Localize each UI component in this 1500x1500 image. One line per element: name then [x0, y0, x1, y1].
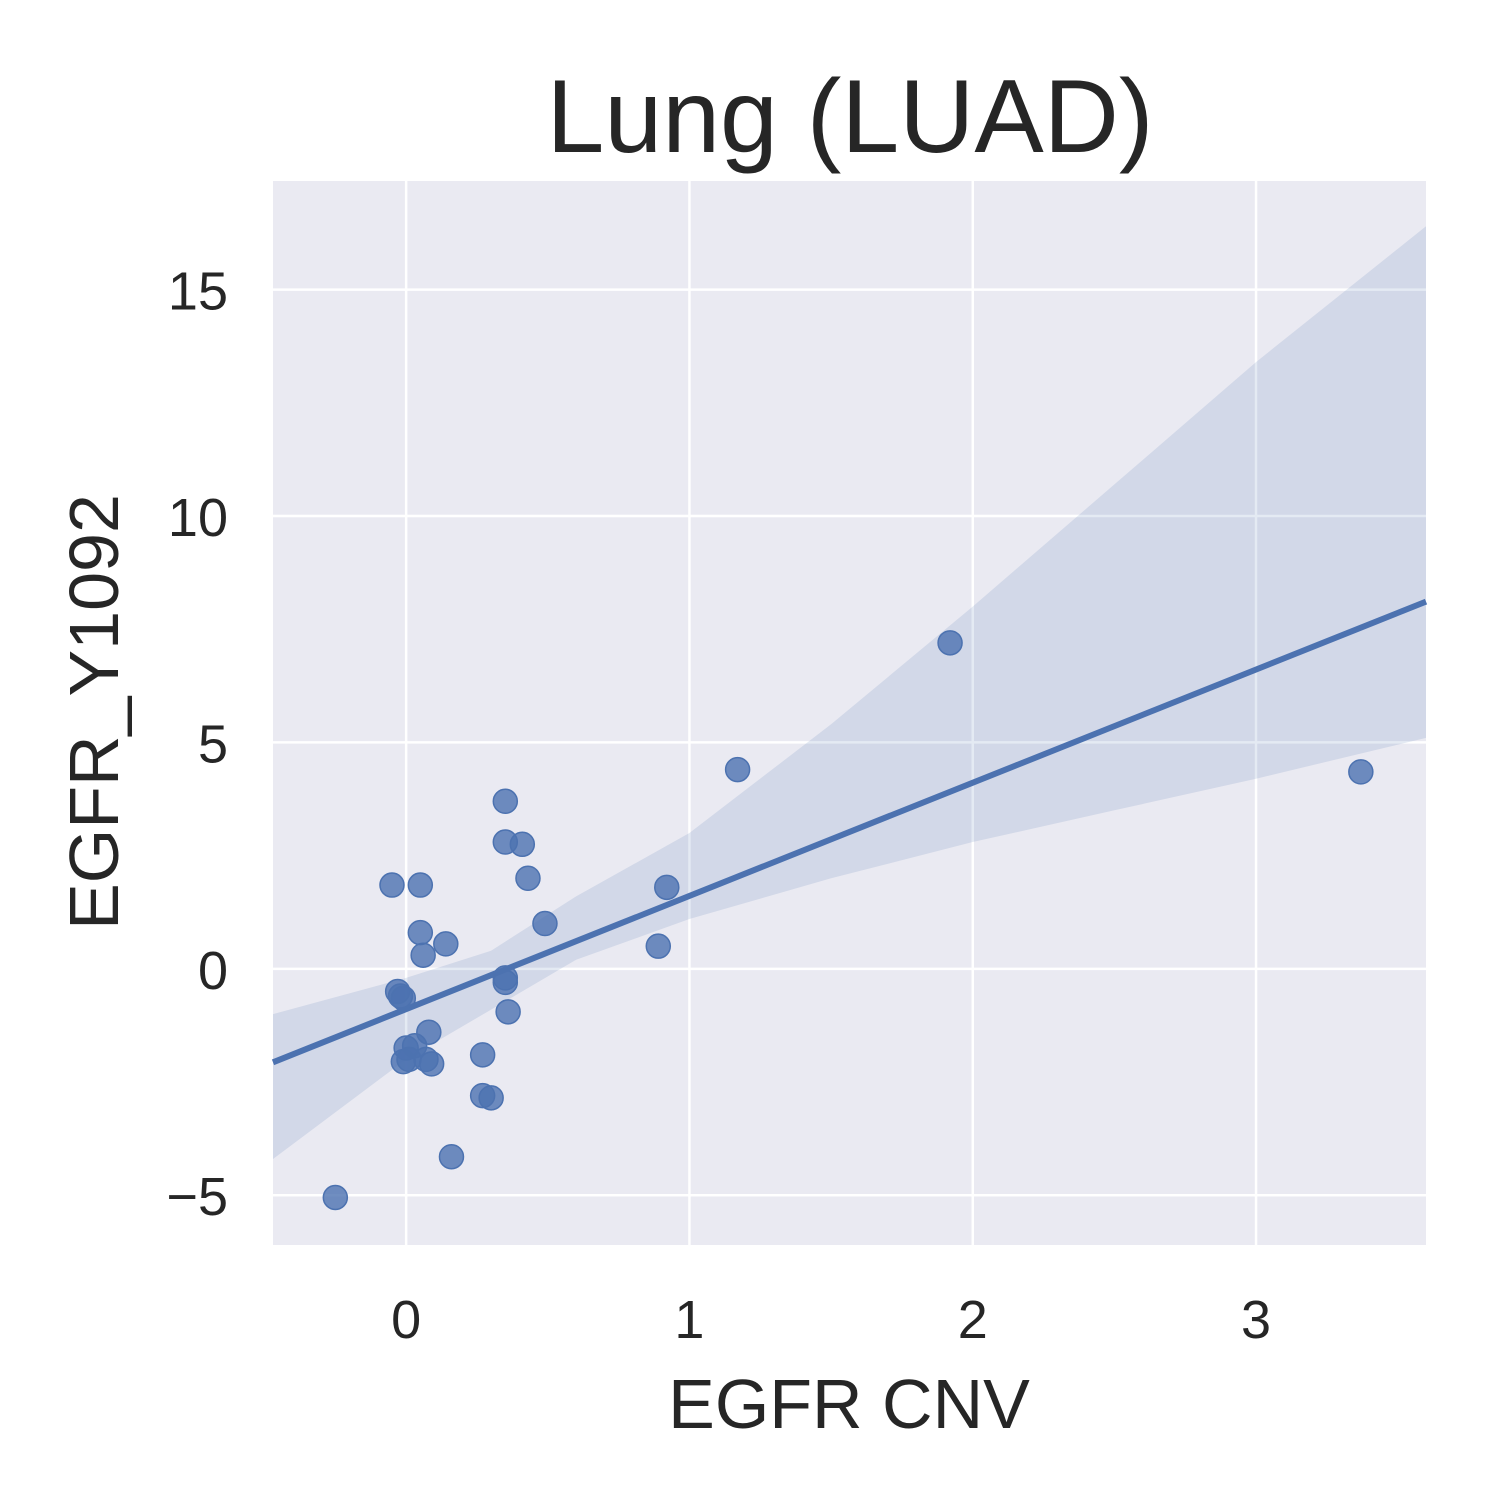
data-point-1 — [379, 872, 405, 898]
y-tick-label-2: 5 — [198, 714, 228, 774]
y-tick-label-3: 10 — [168, 488, 228, 548]
data-point-19 — [478, 1085, 504, 1111]
data-point-32 — [1348, 759, 1374, 785]
chart-title: Lung (LUAD) — [547, 59, 1154, 175]
data-point-29 — [654, 874, 680, 901]
x-tick-label-3: 3 — [1241, 1290, 1271, 1350]
data-point-28 — [645, 933, 672, 959]
x-axis-label: EGFR CNV — [668, 1365, 1030, 1443]
grid-lines — [273, 181, 1426, 1245]
data-point-26 — [515, 865, 541, 892]
x-tick-label-0: 0 — [391, 1290, 421, 1350]
data-point-17 — [469, 1042, 496, 1068]
y-axis-label: EGFR_Y1092 — [55, 494, 133, 930]
y-axis-ticks: −5 0 5 10 15 — [166, 262, 228, 1228]
x-axis-ticks: 0 1 2 3 — [391, 1290, 1271, 1350]
data-point-27 — [532, 910, 558, 937]
data-point-31 — [937, 630, 963, 656]
data-point-22 — [495, 999, 521, 1025]
data-point-0 — [322, 1184, 349, 1211]
data-point-4 — [410, 942, 436, 968]
data-point-30 — [724, 756, 751, 783]
data-point-5 — [433, 931, 459, 957]
data-point-15 — [418, 1051, 445, 1077]
data-point-2 — [407, 872, 434, 898]
data-point-8 — [390, 985, 417, 1011]
x-tick-label-2: 2 — [958, 1290, 988, 1350]
confidence-band — [273, 226, 1426, 1160]
data-points — [322, 630, 1374, 1211]
data-point-23 — [492, 788, 519, 815]
plot-area — [273, 181, 1426, 1245]
data-point-21 — [492, 969, 519, 996]
confidence-band-group — [273, 226, 1426, 1160]
regression-line — [271, 598, 1428, 1066]
regression-line-group — [271, 598, 1428, 1066]
y-tick-label-0: −5 — [166, 1167, 228, 1227]
y-tick-label-1: 0 — [198, 941, 228, 1001]
data-point-25 — [509, 831, 536, 858]
x-tick-label-1: 1 — [674, 1290, 704, 1350]
data-point-3 — [407, 919, 434, 946]
y-tick-label-4: 15 — [168, 262, 228, 322]
data-point-16 — [438, 1143, 465, 1170]
